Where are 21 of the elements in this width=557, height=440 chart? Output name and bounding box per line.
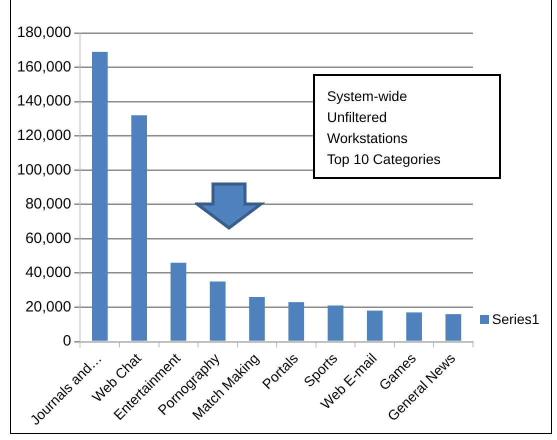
y-tick-label: 140,000 bbox=[16, 92, 72, 110]
bar bbox=[328, 306, 344, 341]
bar bbox=[406, 312, 422, 341]
bar bbox=[210, 282, 226, 341]
bar bbox=[170, 262, 186, 341]
y-tick-label: 40,000 bbox=[25, 264, 72, 282]
bar bbox=[92, 52, 108, 341]
bar bbox=[446, 314, 462, 341]
y-tick-label: 0 bbox=[62, 332, 72, 350]
y-tick-label: 80,000 bbox=[25, 196, 72, 213]
legend-label: Series1 bbox=[492, 311, 540, 327]
y-tick-label: 100,000 bbox=[16, 161, 72, 178]
y-tick-label: 180,000 bbox=[16, 24, 72, 42]
bar bbox=[249, 296, 265, 341]
bar bbox=[131, 115, 147, 341]
bar bbox=[288, 302, 304, 341]
y-tick-label: 120,000 bbox=[16, 126, 72, 144]
y-tick-label: 20,000 bbox=[25, 298, 72, 316]
y-tick-label: 60,000 bbox=[25, 230, 72, 247]
bar bbox=[366, 310, 383, 341]
y-tick-label: 160,000 bbox=[16, 58, 72, 76]
